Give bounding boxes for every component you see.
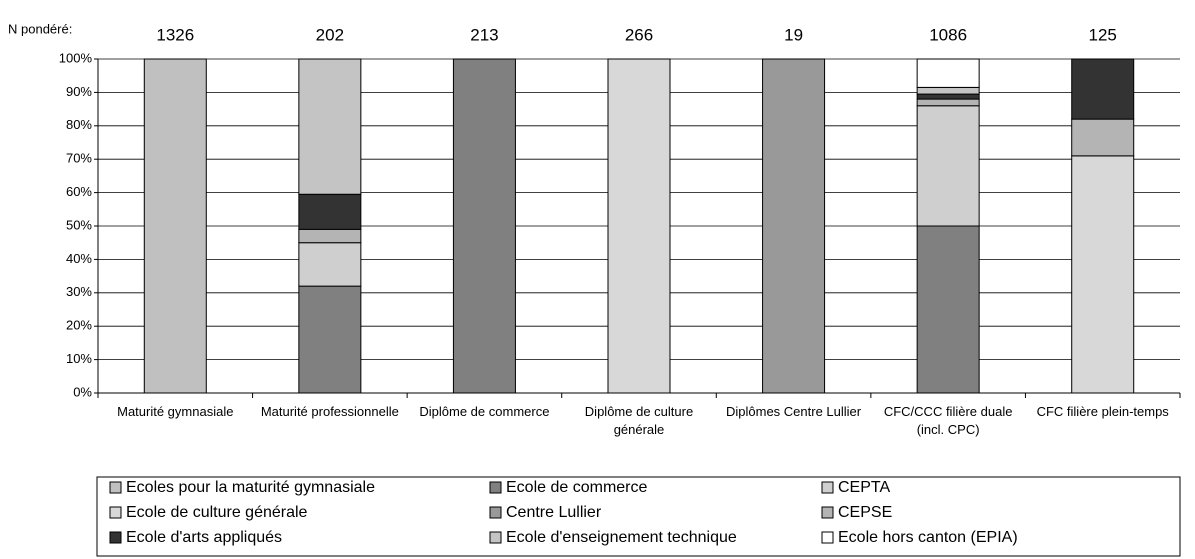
legend-swatch xyxy=(109,531,122,544)
n-value: 213 xyxy=(470,25,498,44)
legend-box xyxy=(96,476,1181,557)
y-tick-label: 60% xyxy=(66,184,92,199)
n-value: 1326 xyxy=(156,25,194,44)
x-tick-label: CFC filière plein-temps xyxy=(1036,404,1169,419)
bar-segment xyxy=(452,58,516,394)
y-tick-label: 90% xyxy=(66,84,92,99)
legend-label: Centre Lullier xyxy=(506,504,602,521)
x-tick-label: Diplômes Centre Lullier xyxy=(726,404,862,419)
y-tick-label: 10% xyxy=(66,351,92,366)
legend-swatch xyxy=(821,531,834,544)
legend-swatch xyxy=(821,506,834,519)
bar-segment xyxy=(916,93,980,100)
legend-label: Ecole hors canton (EPIA) xyxy=(838,529,1018,546)
legend-label: CEPSE xyxy=(838,504,892,521)
y-tick-label: 80% xyxy=(66,117,92,132)
y-tick-label: 70% xyxy=(66,151,92,166)
x-tick-label: Diplôme de culture générale xyxy=(584,404,694,437)
y-tick-label: 100% xyxy=(59,50,93,65)
legend-label: Ecole d'arts appliqués xyxy=(126,529,282,546)
legend-label: Ecoles pour la maturité gymnasiale xyxy=(126,479,375,496)
bar-segment xyxy=(143,58,207,394)
legend-label: CEPTA xyxy=(838,479,890,496)
legend-label: Ecole d'enseignement technique xyxy=(506,529,737,546)
n-value: 125 xyxy=(1089,25,1117,44)
n-value: 1086 xyxy=(929,25,967,44)
bar-segment xyxy=(1071,155,1135,394)
bar-segment xyxy=(916,86,980,95)
bar-segment xyxy=(1071,118,1135,157)
bar-segment xyxy=(298,285,362,394)
bar-segment xyxy=(916,58,980,88)
n-value: 266 xyxy=(625,25,653,44)
n-value: 19 xyxy=(784,25,803,44)
bar-segment xyxy=(298,228,362,244)
y-tick-label: 20% xyxy=(66,318,92,333)
x-tick-label: CFC/CCC filière duale (incl. CPC) xyxy=(883,404,1013,437)
x-tick-label: Maturité gymnasiale xyxy=(117,404,234,419)
bar-segment xyxy=(916,225,980,394)
legend-swatch xyxy=(109,481,122,494)
y-tick-label: 50% xyxy=(66,217,92,232)
bar-segment xyxy=(1071,58,1135,120)
legend-label: Ecole de culture générale xyxy=(126,504,308,521)
y-tick-label: 0% xyxy=(73,384,92,399)
legend-label: Ecole de commerce xyxy=(506,479,647,496)
legend-swatch xyxy=(489,481,502,494)
n-value: 202 xyxy=(316,25,344,44)
legend-swatch xyxy=(489,531,502,544)
bar-segment xyxy=(916,105,980,227)
bar-segment xyxy=(298,193,362,230)
legend-swatch xyxy=(489,506,502,519)
legend-swatch xyxy=(821,481,834,494)
y-tick-label: 40% xyxy=(66,251,92,266)
legend-swatch xyxy=(109,506,122,519)
x-tick-label: Diplôme de commerce xyxy=(419,404,550,419)
n-label: N pondéré: xyxy=(8,21,72,36)
y-tick-label: 30% xyxy=(66,284,92,299)
x-tick-label: Maturité professionnelle xyxy=(260,404,399,419)
bar-segment xyxy=(298,58,362,195)
bar-segment xyxy=(762,58,826,394)
bar-segment xyxy=(607,58,671,394)
bar-segment xyxy=(298,242,362,287)
bar-segment xyxy=(916,98,980,107)
